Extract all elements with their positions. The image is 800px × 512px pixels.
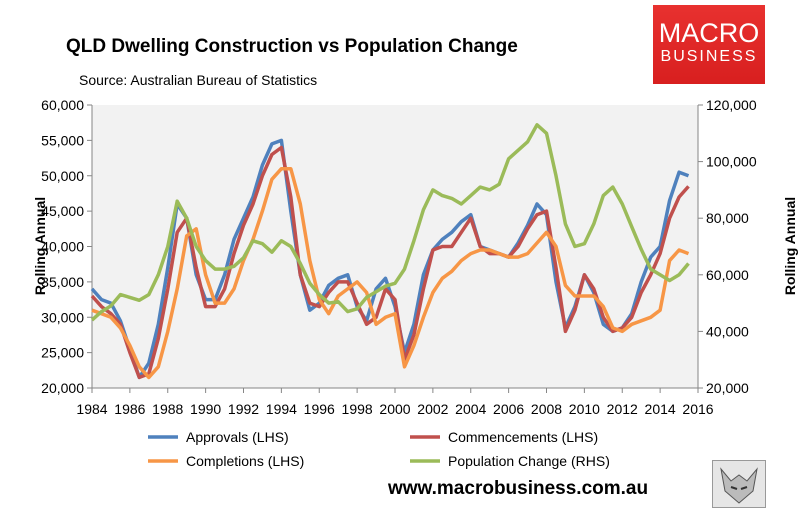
x-tick-label: 2012 [607,401,638,417]
x-tick-label: 1984 [76,401,107,417]
logo-line-1: MACRO [658,18,760,48]
legend-label: Approvals (LHS) [186,429,289,445]
y-tick-label: 45,000 [41,203,84,219]
y-tick-label: 25,000 [41,345,84,361]
x-tick-label: 2016 [682,401,713,417]
y-tick-label: 30,000 [41,309,84,325]
x-tick-label: 2014 [645,401,676,417]
wolf-logo-image [712,460,766,508]
y-tick-label: 40,000 [41,239,84,255]
x-tick-label: 1992 [228,401,259,417]
series-line-commencements-lhs- [90,145,690,380]
y2-tick-label: 80,000 [706,210,749,226]
legend-label: Commencements (LHS) [448,429,598,445]
x-tick-label: 1994 [266,401,297,417]
y-tick-label: 55,000 [41,132,84,148]
wolf-icon [720,467,758,504]
x-tick-label: 1990 [190,401,221,417]
x-tick-label: 2000 [379,401,410,417]
legend-label: Population Change (RHS) [448,453,610,469]
x-tick-label: 1998 [342,401,373,417]
logo-line-2: BUSINESS [660,48,758,65]
y2-axis-label: Rolling Annual [782,197,798,295]
legend-label: Completions (LHS) [186,453,304,469]
chart-title: QLD Dwelling Construction vs Population … [66,36,518,57]
y2-tick-label: 60,000 [706,267,749,283]
y2-tick-label: 20,000 [706,380,749,396]
y-axis-label: Rolling Annual [32,197,48,295]
x-tick-label: 1986 [114,401,145,417]
series-line-population-change-rhs- [90,123,690,322]
macro-business-logo: MACRO BUSINESS [653,5,765,84]
x-tick-label: 2010 [569,401,600,417]
y-tick-label: 60,000 [41,97,84,113]
y-tick-label: 35,000 [41,274,84,290]
x-tick-label: 2006 [493,401,524,417]
x-tick-label: 2004 [455,401,486,417]
y-tick-label: 20,000 [41,380,84,396]
footer-url: www.macrobusiness.com.au [388,478,649,499]
x-tick-label: 2002 [417,401,448,417]
y2-tick-label: 40,000 [706,323,749,339]
x-tick-label: 2008 [531,401,562,417]
chart-source: Source: Australian Bureau of Statistics [79,72,318,88]
y2-tick-label: 100,000 [706,154,757,170]
y2-tick-label: 120,000 [706,97,757,113]
x-tick-label: 1988 [152,401,183,417]
plot-area [92,105,698,388]
y-tick-label: 50,000 [41,168,84,184]
x-tick-label: 1996 [304,401,335,417]
